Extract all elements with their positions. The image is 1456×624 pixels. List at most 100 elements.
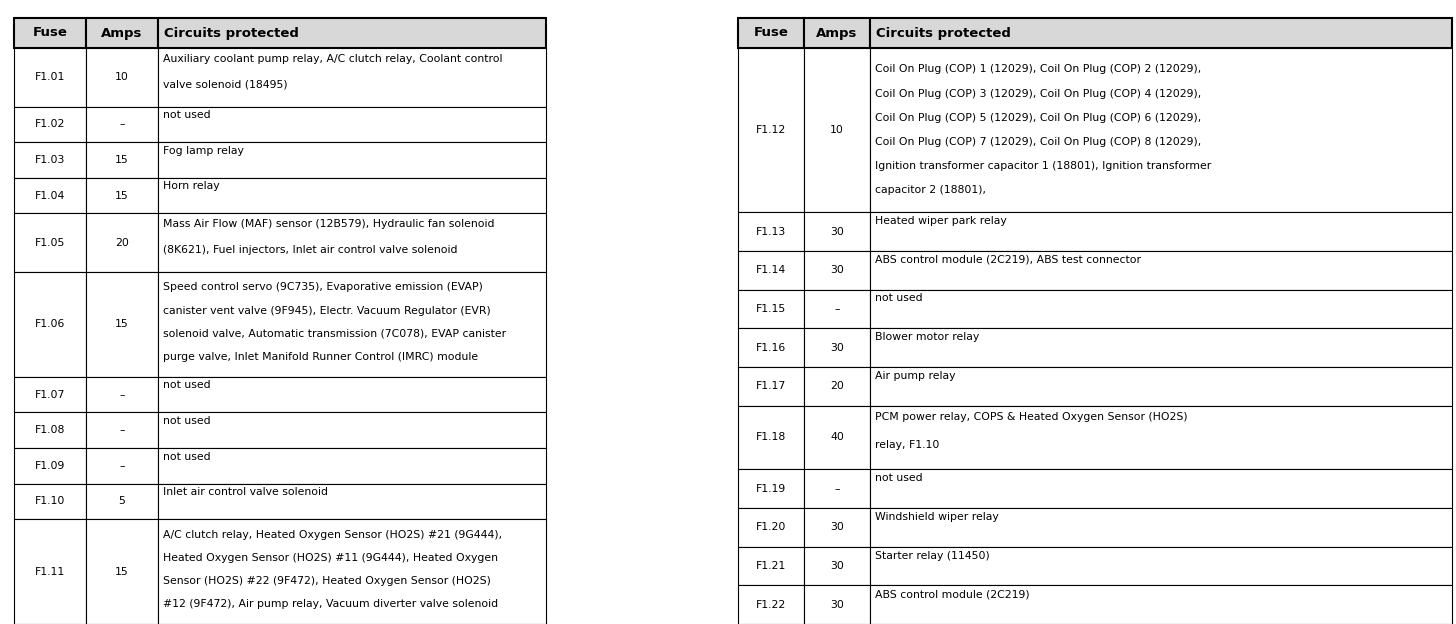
Text: Coil On Plug (COP) 5 (12029), Coil On Plug (COP) 6 (12029),: Coil On Plug (COP) 5 (12029), Coil On Pl… bbox=[875, 112, 1201, 123]
Text: not used: not used bbox=[163, 452, 211, 462]
Text: not used: not used bbox=[875, 473, 923, 483]
Bar bbox=[804, 212, 871, 251]
Bar bbox=[86, 272, 159, 377]
Text: –: – bbox=[834, 304, 840, 314]
Text: F1.02: F1.02 bbox=[35, 119, 66, 129]
Bar bbox=[159, 448, 546, 484]
Text: F1.11: F1.11 bbox=[35, 567, 66, 577]
Text: Coil On Plug (COP) 1 (12029), Coil On Plug (COP) 2 (12029),: Coil On Plug (COP) 1 (12029), Coil On Pl… bbox=[875, 64, 1201, 74]
Bar bbox=[738, 547, 804, 585]
Text: not used: not used bbox=[163, 381, 211, 391]
Bar bbox=[804, 508, 871, 547]
Text: solenoid valve, Automatic transmission (7C078), EVAP canister: solenoid valve, Automatic transmission (… bbox=[163, 329, 507, 339]
Text: Coil On Plug (COP) 7 (12029), Coil On Plug (COP) 8 (12029),: Coil On Plug (COP) 7 (12029), Coil On Pl… bbox=[875, 137, 1201, 147]
Bar bbox=[871, 290, 1452, 328]
Text: 40: 40 bbox=[830, 432, 844, 442]
Bar bbox=[15, 213, 86, 272]
Text: F1.07: F1.07 bbox=[35, 389, 66, 399]
Bar bbox=[738, 508, 804, 547]
Bar bbox=[86, 178, 159, 213]
Bar bbox=[804, 406, 871, 469]
Bar bbox=[159, 377, 546, 412]
Text: Fuse: Fuse bbox=[754, 26, 789, 39]
Bar bbox=[15, 272, 86, 377]
Bar bbox=[871, 469, 1452, 508]
Bar bbox=[159, 18, 546, 48]
Text: ABS control module (2C219): ABS control module (2C219) bbox=[875, 589, 1029, 599]
Text: Coil On Plug (COP) 3 (12029), Coil On Plug (COP) 4 (12029),: Coil On Plug (COP) 3 (12029), Coil On Pl… bbox=[875, 89, 1201, 99]
Text: 30: 30 bbox=[830, 265, 844, 275]
Bar bbox=[159, 178, 546, 213]
Bar bbox=[738, 48, 804, 212]
Text: Ignition transformer capacitor 1 (18801), Ignition transformer: Ignition transformer capacitor 1 (18801)… bbox=[875, 161, 1211, 171]
Text: A/C clutch relay, Heated Oxygen Sensor (HO2S) #21 (9G444),: A/C clutch relay, Heated Oxygen Sensor (… bbox=[163, 530, 502, 540]
Text: not used: not used bbox=[875, 293, 923, 303]
Text: –: – bbox=[119, 461, 125, 470]
Bar bbox=[738, 251, 804, 290]
Bar bbox=[804, 547, 871, 585]
Text: F1.20: F1.20 bbox=[756, 522, 786, 532]
Text: Circuits protected: Circuits protected bbox=[877, 26, 1010, 39]
Bar bbox=[738, 406, 804, 469]
Bar bbox=[86, 377, 159, 412]
Text: 15: 15 bbox=[115, 567, 130, 577]
Text: Horn relay: Horn relay bbox=[163, 182, 220, 192]
Bar bbox=[871, 547, 1452, 585]
Text: Inlet air control valve solenoid: Inlet air control valve solenoid bbox=[163, 487, 328, 497]
Text: Blower motor relay: Blower motor relay bbox=[875, 332, 980, 342]
Bar bbox=[159, 484, 546, 519]
Bar bbox=[15, 142, 86, 178]
Bar bbox=[871, 48, 1452, 212]
Bar bbox=[804, 18, 871, 48]
Bar bbox=[738, 18, 804, 48]
Text: Fog lamp relay: Fog lamp relay bbox=[163, 146, 243, 156]
Bar bbox=[804, 290, 871, 328]
Text: F1.16: F1.16 bbox=[756, 343, 786, 353]
Bar bbox=[804, 328, 871, 367]
Bar bbox=[159, 48, 546, 107]
Text: not used: not used bbox=[163, 416, 211, 426]
Bar bbox=[738, 469, 804, 508]
Text: F1.19: F1.19 bbox=[756, 484, 786, 494]
Text: F1.06: F1.06 bbox=[35, 319, 66, 329]
Text: relay, F1.10: relay, F1.10 bbox=[875, 440, 939, 450]
Text: 20: 20 bbox=[830, 381, 844, 391]
Text: ABS control module (2C219), ABS test connector: ABS control module (2C219), ABS test con… bbox=[875, 255, 1142, 265]
Text: Amps: Amps bbox=[102, 26, 143, 39]
Bar bbox=[804, 469, 871, 508]
Text: F1.22: F1.22 bbox=[756, 600, 786, 610]
Text: F1.03: F1.03 bbox=[35, 155, 66, 165]
Bar bbox=[804, 367, 871, 406]
Bar bbox=[871, 18, 1452, 48]
Bar bbox=[86, 213, 159, 272]
Text: F1.05: F1.05 bbox=[35, 238, 66, 248]
Bar bbox=[159, 107, 546, 142]
Bar bbox=[15, 484, 86, 519]
Bar bbox=[86, 412, 159, 448]
Text: 30: 30 bbox=[830, 522, 844, 532]
Bar bbox=[871, 585, 1452, 624]
Bar bbox=[15, 377, 86, 412]
Text: Auxiliary coolant pump relay, A/C clutch relay, Coolant control: Auxiliary coolant pump relay, A/C clutch… bbox=[163, 54, 502, 64]
Text: F1.08: F1.08 bbox=[35, 425, 66, 435]
Text: 30: 30 bbox=[830, 343, 844, 353]
Bar bbox=[86, 107, 159, 142]
Bar bbox=[738, 367, 804, 406]
Bar bbox=[871, 367, 1452, 406]
Bar bbox=[871, 328, 1452, 367]
Text: –: – bbox=[119, 425, 125, 435]
Text: Heated Oxygen Sensor (HO2S) #11 (9G444), Heated Oxygen: Heated Oxygen Sensor (HO2S) #11 (9G444),… bbox=[163, 553, 498, 563]
Bar bbox=[738, 328, 804, 367]
Text: –: – bbox=[834, 484, 840, 494]
Bar bbox=[15, 18, 86, 48]
Bar bbox=[159, 213, 546, 272]
Text: Heated wiper park relay: Heated wiper park relay bbox=[875, 216, 1006, 226]
Bar bbox=[871, 406, 1452, 469]
Text: valve solenoid (18495): valve solenoid (18495) bbox=[163, 80, 288, 90]
Bar bbox=[15, 448, 86, 484]
Bar bbox=[86, 484, 159, 519]
Text: F1.04: F1.04 bbox=[35, 190, 66, 200]
Bar bbox=[804, 251, 871, 290]
Bar bbox=[738, 290, 804, 328]
Text: F1.21: F1.21 bbox=[756, 561, 786, 571]
